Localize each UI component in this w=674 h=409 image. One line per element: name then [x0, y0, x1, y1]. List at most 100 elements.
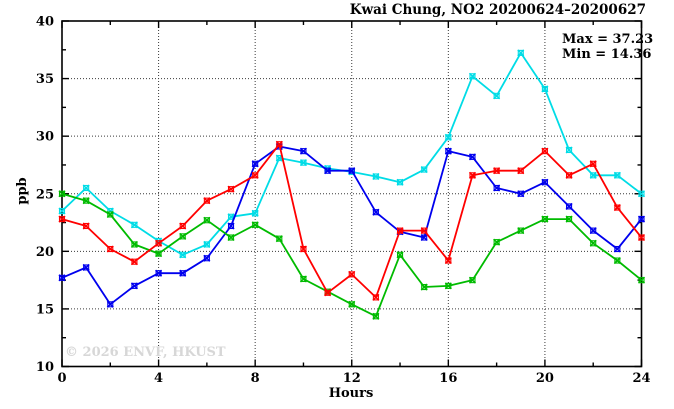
marker-cyan	[613, 171, 621, 179]
marker-cyan	[203, 240, 211, 248]
marker-x	[203, 216, 211, 224]
marker-box	[638, 190, 645, 197]
marker-green	[396, 251, 404, 259]
marker-box	[252, 221, 259, 228]
marker-x	[637, 215, 646, 223]
marker-green	[82, 197, 90, 205]
marker-x	[155, 239, 163, 247]
marker-green	[493, 238, 501, 246]
marker-x	[541, 147, 549, 155]
marker-blue	[517, 190, 525, 198]
marker-green	[637, 276, 646, 284]
marker-x	[589, 160, 597, 168]
marker-x	[420, 283, 428, 291]
marker-x	[227, 185, 235, 193]
marker-box	[252, 172, 259, 179]
marker-red	[444, 257, 452, 265]
marker-cyan	[299, 159, 307, 167]
marker-box	[614, 245, 621, 253]
marker-box	[493, 184, 500, 192]
marker-blue	[203, 254, 211, 262]
marker-x	[613, 257, 621, 265]
marker-x	[251, 160, 259, 168]
marker-cyan	[444, 133, 452, 141]
marker-box	[493, 167, 500, 174]
marker-x	[396, 227, 404, 235]
marker-box	[517, 190, 524, 197]
marker-box	[131, 221, 138, 228]
marker-cyan	[58, 207, 66, 215]
marker-green	[179, 232, 187, 240]
marker-x	[82, 197, 90, 205]
marker-cyan	[82, 184, 90, 192]
marker-green	[275, 235, 283, 243]
marker-box	[421, 283, 428, 291]
marker-green	[251, 221, 259, 229]
marker-blue	[565, 202, 573, 210]
marker-x	[372, 293, 380, 301]
marker-box	[107, 301, 114, 308]
marker-x	[468, 276, 477, 284]
x-tick-label: 12	[343, 371, 361, 386]
marker-x	[468, 72, 477, 80]
series-red	[58, 140, 646, 301]
marker-x	[227, 233, 235, 242]
gridlines	[62, 21, 642, 367]
marker-x	[637, 276, 646, 284]
marker-x	[613, 204, 621, 212]
marker-box	[445, 148, 452, 155]
marker-box	[372, 313, 379, 320]
marker-box	[179, 270, 186, 277]
marker-x	[82, 222, 90, 230]
marker-blue	[58, 274, 66, 282]
marker-box	[83, 197, 90, 204]
marker-box	[58, 207, 66, 215]
marker-x	[324, 167, 332, 175]
marker-box	[614, 172, 621, 179]
marker-green	[299, 275, 307, 283]
marker-red	[517, 167, 525, 175]
marker-box	[131, 241, 138, 248]
marker-x	[203, 240, 211, 248]
marker-x	[613, 171, 621, 179]
marker-box	[372, 209, 379, 216]
marker-x	[468, 171, 477, 179]
marker-box	[517, 227, 524, 234]
marker-green	[541, 215, 549, 223]
marker-x	[106, 300, 114, 308]
marker-x	[493, 238, 501, 246]
marker-box	[348, 167, 355, 174]
marker-box	[614, 204, 621, 211]
marker-x	[589, 239, 597, 247]
marker-box	[300, 159, 307, 166]
marker-x	[106, 245, 114, 253]
marker-x	[637, 233, 646, 242]
marker-cyan	[372, 172, 380, 181]
marker-blue	[324, 167, 332, 175]
y-tick-label: 20	[36, 245, 54, 260]
marker-box	[541, 85, 548, 92]
marker-x	[58, 274, 66, 282]
marker-cyan	[468, 72, 477, 80]
marker-red	[541, 147, 549, 155]
marker-box	[638, 216, 645, 223]
marker-x	[179, 232, 187, 240]
marker-box	[445, 134, 452, 141]
marker-box	[227, 234, 235, 241]
marker-x	[299, 147, 307, 155]
marker-x	[637, 190, 646, 198]
marker-red	[155, 239, 163, 247]
marker-box	[227, 213, 235, 220]
y-axis-label: ppb	[15, 177, 30, 204]
marker-x	[565, 202, 573, 210]
annotation-max: Max = 37.23	[562, 32, 653, 47]
marker-box	[300, 275, 307, 283]
marker-box	[324, 167, 331, 174]
marker-x	[348, 270, 356, 278]
marker-x	[565, 215, 573, 223]
marker-green	[130, 240, 138, 248]
marker-box	[58, 190, 66, 197]
marker-x	[82, 263, 90, 271]
marker-x	[179, 251, 187, 259]
marker-red	[106, 245, 114, 253]
